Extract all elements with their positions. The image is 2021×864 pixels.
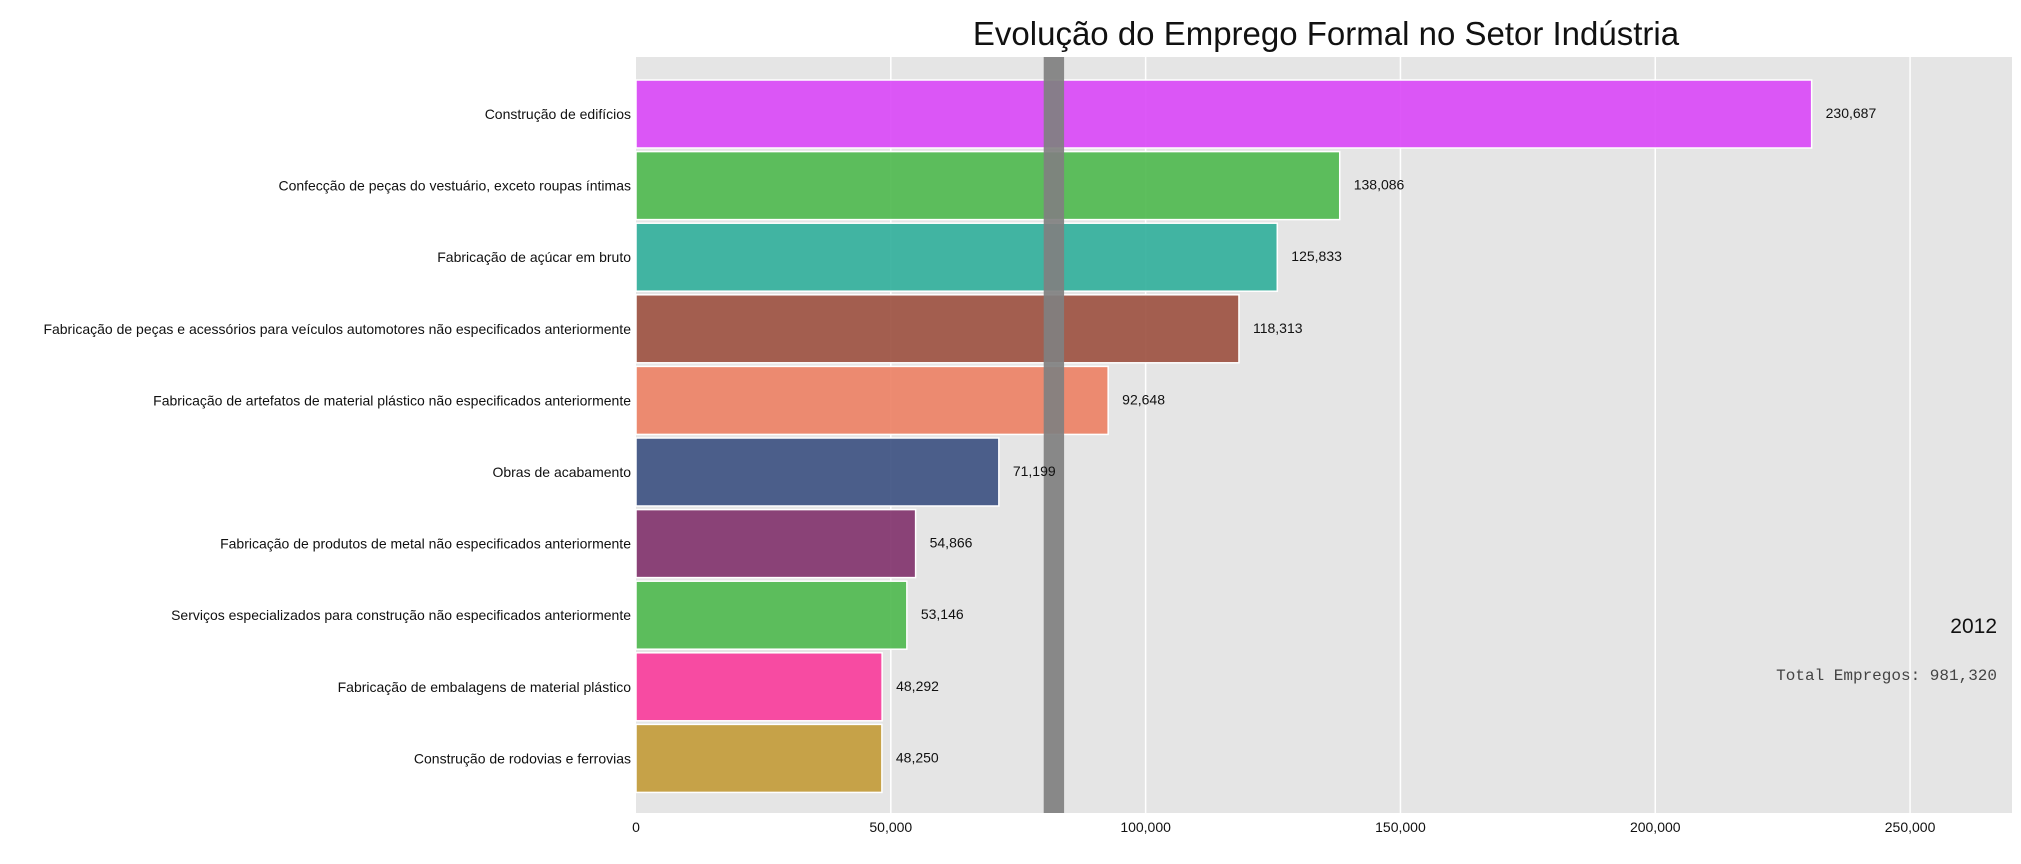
reference-band [1043,57,1065,813]
category-label: Fabricação de peças e acessórios para ve… [43,321,631,337]
value-label: 54,866 [930,535,973,551]
x-tick-label: 200,000 [1630,819,1681,835]
value-label: 71,199 [1013,463,1056,479]
bars [635,79,1813,794]
value-label: 138,086 [1354,177,1405,193]
category-label: Obras de acabamento [492,464,631,480]
value-label: 230,687 [1826,105,1877,121]
x-tick-label: 150,000 [1375,819,1426,835]
value-label: 92,648 [1122,391,1165,407]
year-label: 2012 [1950,615,1997,638]
category-label: Fabricação de embalagens de material plá… [338,679,632,695]
bar [635,437,1000,507]
bar [635,508,917,579]
x-tick-label: 250,000 [1885,819,1936,835]
category-label: Serviços especializados para construção … [171,607,631,623]
bar [635,222,1279,292]
bar [635,150,1341,221]
value-label: 53,146 [921,606,964,622]
category-label: Construção de rodovias e ferrovias [414,750,631,766]
bar [635,365,1109,436]
category-label: Fabricação de artefatos de material plás… [153,392,631,408]
value-labels: 230,687 138,086 125,833 118,313 92,648 71,199… [896,105,1877,765]
category-label: Confecção de peças do vestuário, exceto … [278,178,631,194]
value-label: 48,292 [896,678,939,694]
x-tick-label: 100,000 [1120,819,1171,835]
bar [635,652,883,722]
x-tick-label: 50,000 [869,819,912,835]
bar [635,294,1240,364]
x-tick-label: 0 [632,819,640,835]
category-label: Fabricação de produtos de metal não espe… [220,536,631,552]
value-label: 118,313 [1253,320,1303,336]
value-label: 48,250 [896,749,939,765]
chart-title: Evolução do Emprego Formal no Setor Indú… [973,15,1680,52]
category-label: Construção de edifícios [485,106,631,122]
bar [635,580,908,650]
bar [635,79,1813,149]
value-label: 125,833 [1291,248,1342,264]
bar [635,723,883,794]
category-labels: Construção de edifícios Confecção de peça… [43,106,631,766]
category-label: Fabricação de açúcar em bruto [437,249,631,265]
total-employment-label: Total Empregos: 981,320 [1776,667,1997,685]
reference-band-layer [1043,57,1065,813]
x-axis-ticks: 0 50,000 100,000 150,000 200,000 250,000 [632,819,1935,835]
